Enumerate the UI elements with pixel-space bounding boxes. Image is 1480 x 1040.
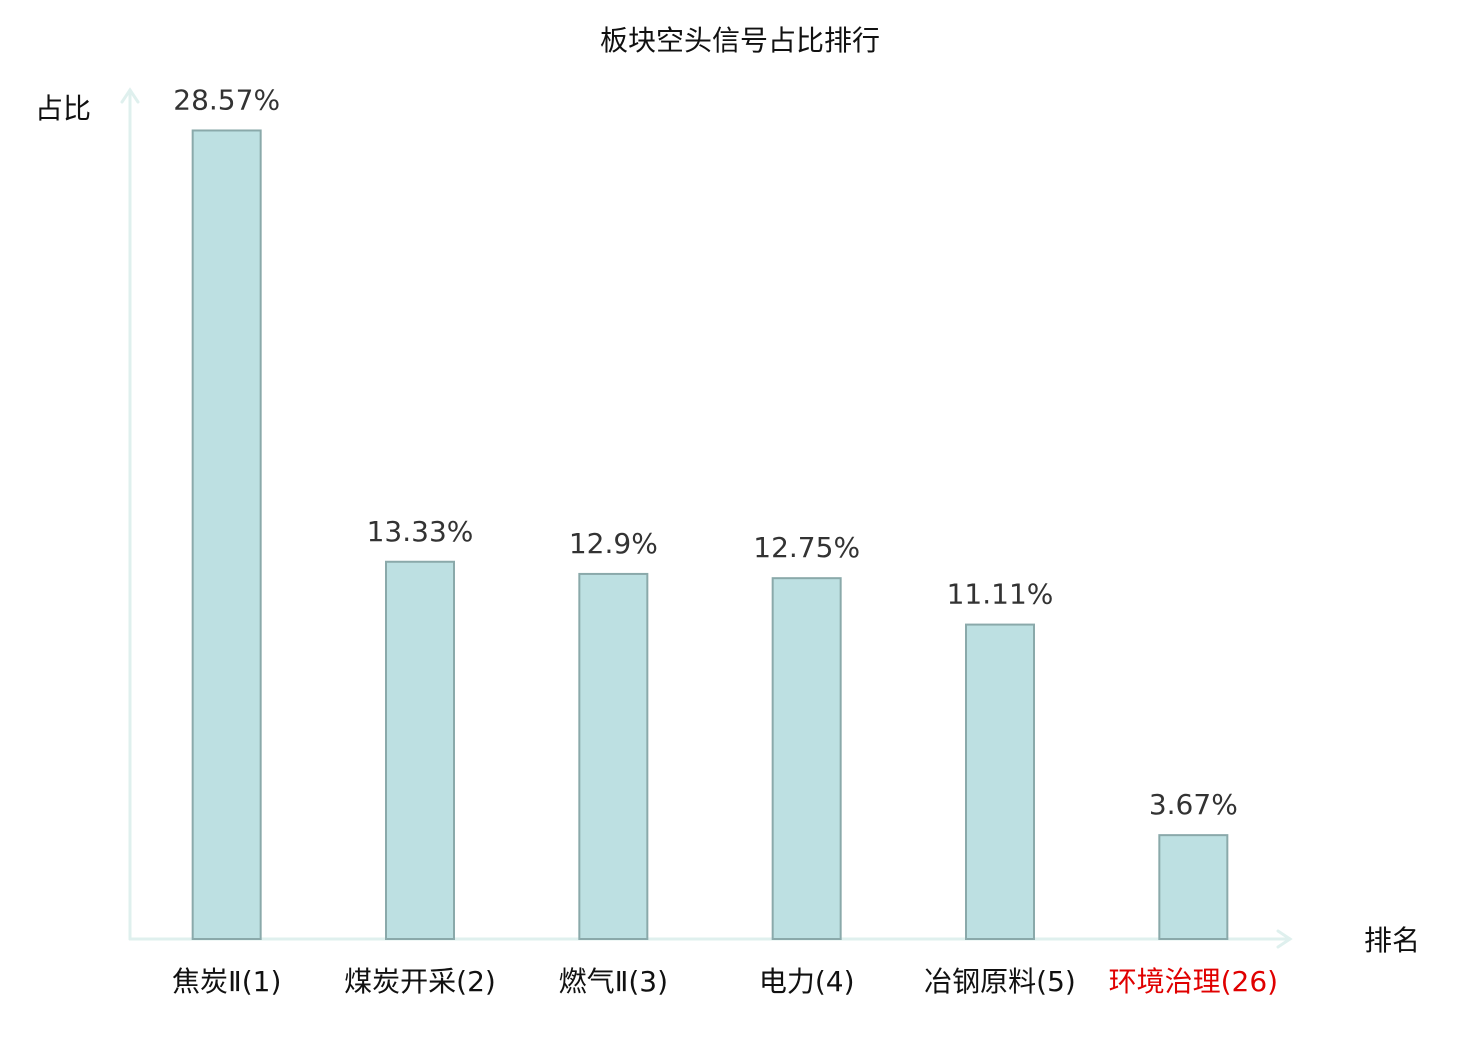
value-label: 3.67% (1149, 788, 1238, 821)
x-tick-label: 环境治理(26) (1109, 965, 1278, 998)
bar (965, 623, 1035, 940)
value-label: 12.75% (753, 531, 860, 564)
x-axis-label: 排名 (1364, 924, 1420, 957)
y-axis-label: 占比 (35, 92, 91, 125)
chart-title: 板块空头信号占比排行 (600, 24, 880, 57)
bar (771, 577, 842, 940)
x-tick-label: 煤炭开采(2) (344, 965, 496, 998)
y-axis-arrow (120, 87, 140, 104)
x-axis-arrow (1276, 929, 1293, 949)
x-tick-label: 冶钢原料(5) (924, 965, 1076, 998)
bar (1158, 834, 1229, 940)
value-label: 11.11% (947, 578, 1054, 611)
bar (191, 129, 262, 940)
value-label: 12.9% (569, 527, 658, 560)
x-tick-label: 焦炭Ⅱ(1) (172, 965, 281, 998)
bar (578, 572, 649, 940)
value-label: 13.33% (367, 515, 474, 548)
x-tick-label: 电力(4) (759, 965, 855, 998)
bar (385, 560, 455, 940)
value-label: 28.57% (173, 83, 280, 116)
x-tick-label: 燃气Ⅱ(3) (559, 965, 668, 998)
